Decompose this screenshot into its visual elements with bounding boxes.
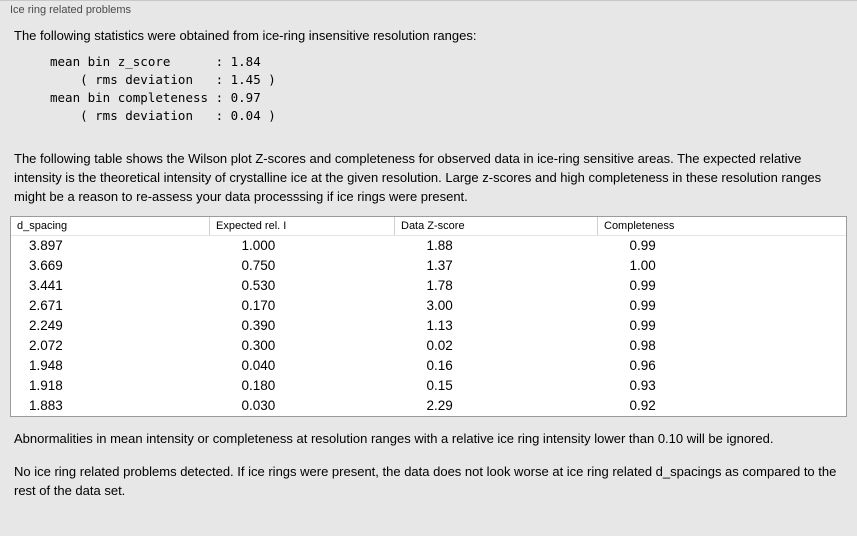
table-row[interactable]: 1.918 0.180 0.15 0.93 (11, 376, 846, 396)
table-row[interactable]: 3.669 0.750 1.37 1.00 (11, 256, 846, 276)
table-cell: 1.37 (426, 258, 453, 273)
table-body: 3.897 1.000 1.88 0.99 3.669 0.750 1.37 1.00 3.44… (11, 236, 846, 417)
table-row[interactable]: 1.883 0.030 2.29 0.92 (11, 396, 846, 416)
table-cell: 0.180 (241, 378, 276, 393)
table-cell: 0.93 (629, 378, 656, 393)
table-cell: 0.750 (241, 258, 276, 273)
table-cell: 0.02 (426, 338, 453, 353)
conclusion-text: No ice ring related problems detected. I… (14, 464, 837, 498)
table-cell: 0.99 (629, 238, 656, 253)
table-cell: 1.78 (426, 278, 453, 293)
table-row[interactable]: 3.897 1.000 1.88 0.99 (11, 236, 846, 257)
table-cell: 0.92 (629, 398, 656, 413)
table-cell: 1.883 (29, 398, 63, 413)
table-cell: 0.030 (241, 398, 276, 413)
column-header[interactable]: Completeness (597, 217, 846, 236)
table-cell: 0.99 (629, 278, 656, 293)
statistics-block: mean bin z_score : 1.84 ( rms deviation … (50, 54, 276, 123)
table-cell: 0.99 (629, 318, 656, 333)
table-cell: 0.99 (629, 298, 656, 313)
column-header[interactable]: Expected rel. I (209, 217, 395, 236)
table-row[interactable]: 2.072 0.300 0.02 0.98 (11, 336, 846, 356)
table-cell: 3.897 (29, 238, 63, 253)
ignore-note-text: Abnormalities in mean intensity or compl… (14, 431, 774, 446)
table-description-text: The following table shows the Wilson plo… (14, 151, 822, 204)
table-cell: 0.390 (241, 318, 276, 333)
table-cell: 1.88 (426, 238, 453, 253)
table-cell: 0.15 (426, 378, 453, 393)
column-header[interactable]: Data Z-score (394, 217, 598, 236)
table-cell: 2.072 (29, 338, 63, 353)
table-cell: 3.00 (426, 298, 453, 313)
table-cell: 0.040 (241, 358, 276, 373)
table-cell: 2.249 (29, 318, 63, 333)
ice-ring-table: d_spacing Expected rel. I Data Z-score Comp… (10, 216, 847, 417)
table-cell: 3.669 (29, 258, 63, 273)
table-cell: 1.13 (426, 318, 453, 333)
table-cell: 0.300 (241, 338, 276, 353)
table-cell: 3.441 (29, 278, 63, 293)
table-row[interactable]: 1.948 0.040 0.16 0.96 (11, 356, 846, 376)
table-cell: 1.00 (629, 258, 656, 273)
table-row[interactable]: 2.671 0.170 3.00 0.99 (11, 296, 846, 316)
table-cell: 0.170 (241, 298, 276, 313)
table-cell: 2.671 (29, 298, 63, 313)
table-cell: 1.918 (29, 378, 63, 393)
table-cell: 2.29 (426, 398, 453, 413)
table-cell: 1.948 (29, 358, 63, 373)
table-cell: 0.530 (241, 278, 276, 293)
table-row[interactable]: 3.441 0.530 1.78 0.99 (11, 276, 846, 296)
table-header-row: d_spacing Expected rel. I Data Z-score Comp… (11, 217, 846, 236)
intro-text: The following statistics were obtained f… (14, 28, 477, 43)
panel-title: Ice ring related problems (10, 4, 132, 16)
column-header[interactable]: d_spacing (11, 217, 210, 236)
table-cell: 0.98 (629, 338, 656, 353)
table-row[interactable]: 2.249 0.390 1.13 0.99 (11, 316, 846, 336)
table-cell: 0.16 (426, 358, 453, 373)
table-cell: 0.96 (629, 358, 656, 373)
table-cell: 1.000 (241, 238, 276, 253)
